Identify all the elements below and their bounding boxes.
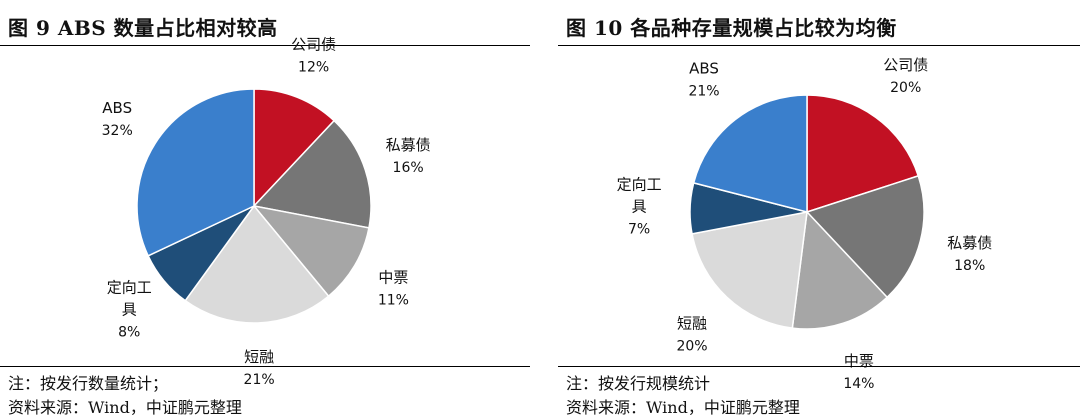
slice-label-gongsizhai: 公司债 20% [883,56,928,96]
pie-slice-gongsizhai [806,94,920,214]
slice-category-label: 短融 [677,315,707,333]
figure-10-top-rule [558,45,1080,46]
slice-category-label: 定向工 [107,278,152,296]
slice-label-duanrong: 短融 20% [676,315,707,355]
pie-slice-abs [136,88,255,257]
pie-slice-zhongpiao [791,210,889,330]
pie-slice-duanrong [691,211,808,329]
slice-label-abs: ABS 21% [688,59,719,99]
slice-value-label: 20% [890,80,921,96]
pie-slice-simuzhai [252,119,372,229]
figure-10-bottom-rule [558,366,1080,367]
slice-label-simuzhai: 私募债 16% [386,136,431,176]
figure-9-title: 图 9 ABS 数量占比相对较高 [8,16,278,40]
slice-value-label: 21% [244,372,275,388]
slice-category-label: 公司债 [883,56,928,74]
slice-label-abs: ABS 32% [102,99,133,139]
slice-label-simuzhai: 私募债 18% [947,234,992,274]
slice-label-gongsizhai: 公司债 12% [291,35,336,75]
figure-9-note: 注：按发行数量统计； [8,374,169,393]
figure-10-title: 图 10 各品种存量规模占比较为均衡 [566,16,897,40]
slice-value-label: 16% [393,160,424,176]
pie-slice-zhongpiao [252,204,370,298]
slice-label-zhongpiao: 中票 14% [843,352,874,392]
slice-value-label: 18% [954,258,985,274]
pie-slice-gongsizhai [253,88,336,208]
figure-9-source: 资料来源：Wind，中证鹏元整理 [8,398,242,417]
slice-value-label: 32% [102,123,133,139]
figure-9-panel: 图 9 ABS 数量占比相对较高 公司债 12% 私募债 16% 中票 11% 短融 21% 定… [0,0,530,419]
slice-category-label: 私募债 [386,136,431,154]
figure-10-panel: 图 10 各品种存量规模占比较为均衡 公司债 20% 私募债 18% 中票 14% 短融 20… [558,0,1080,419]
slice-category-label: 中票 [378,269,408,287]
slice-value-label: 7% [628,222,650,238]
slice-category-label: 具 [122,300,137,318]
slice-category-label: 具 [632,198,647,216]
slice-label-zhongpiao: 中票 11% [378,269,409,309]
slice-category-label: 私募债 [947,234,992,252]
figure-10-note: 注：按发行规模统计 [566,374,711,393]
pie-slice-abs [692,94,808,213]
slice-category-label: 短融 [244,348,274,366]
slice-value-label: 20% [676,339,707,355]
slice-label-duanrong: 短融 21% [244,348,275,388]
pie-slice-duanrong [184,204,330,324]
figure-10-source: 资料来源：Wind，中证鹏元整理 [566,398,800,417]
slice-category-label: 公司债 [291,35,336,53]
slice-category-label: 定向工 [617,176,662,194]
slice-category-label: ABS [102,99,132,117]
figure-9-bottom-rule [0,366,530,367]
slice-value-label: 11% [378,293,409,309]
slice-value-label: 14% [843,376,874,392]
slice-value-label: 8% [118,324,140,340]
slice-category-label: 中票 [844,352,874,370]
slice-value-label: 12% [298,59,329,75]
pie-slice-simuzhai [805,174,925,299]
slice-value-label: 21% [688,83,719,99]
figure-9-top-rule [0,45,530,46]
slice-category-label: ABS [689,59,719,77]
